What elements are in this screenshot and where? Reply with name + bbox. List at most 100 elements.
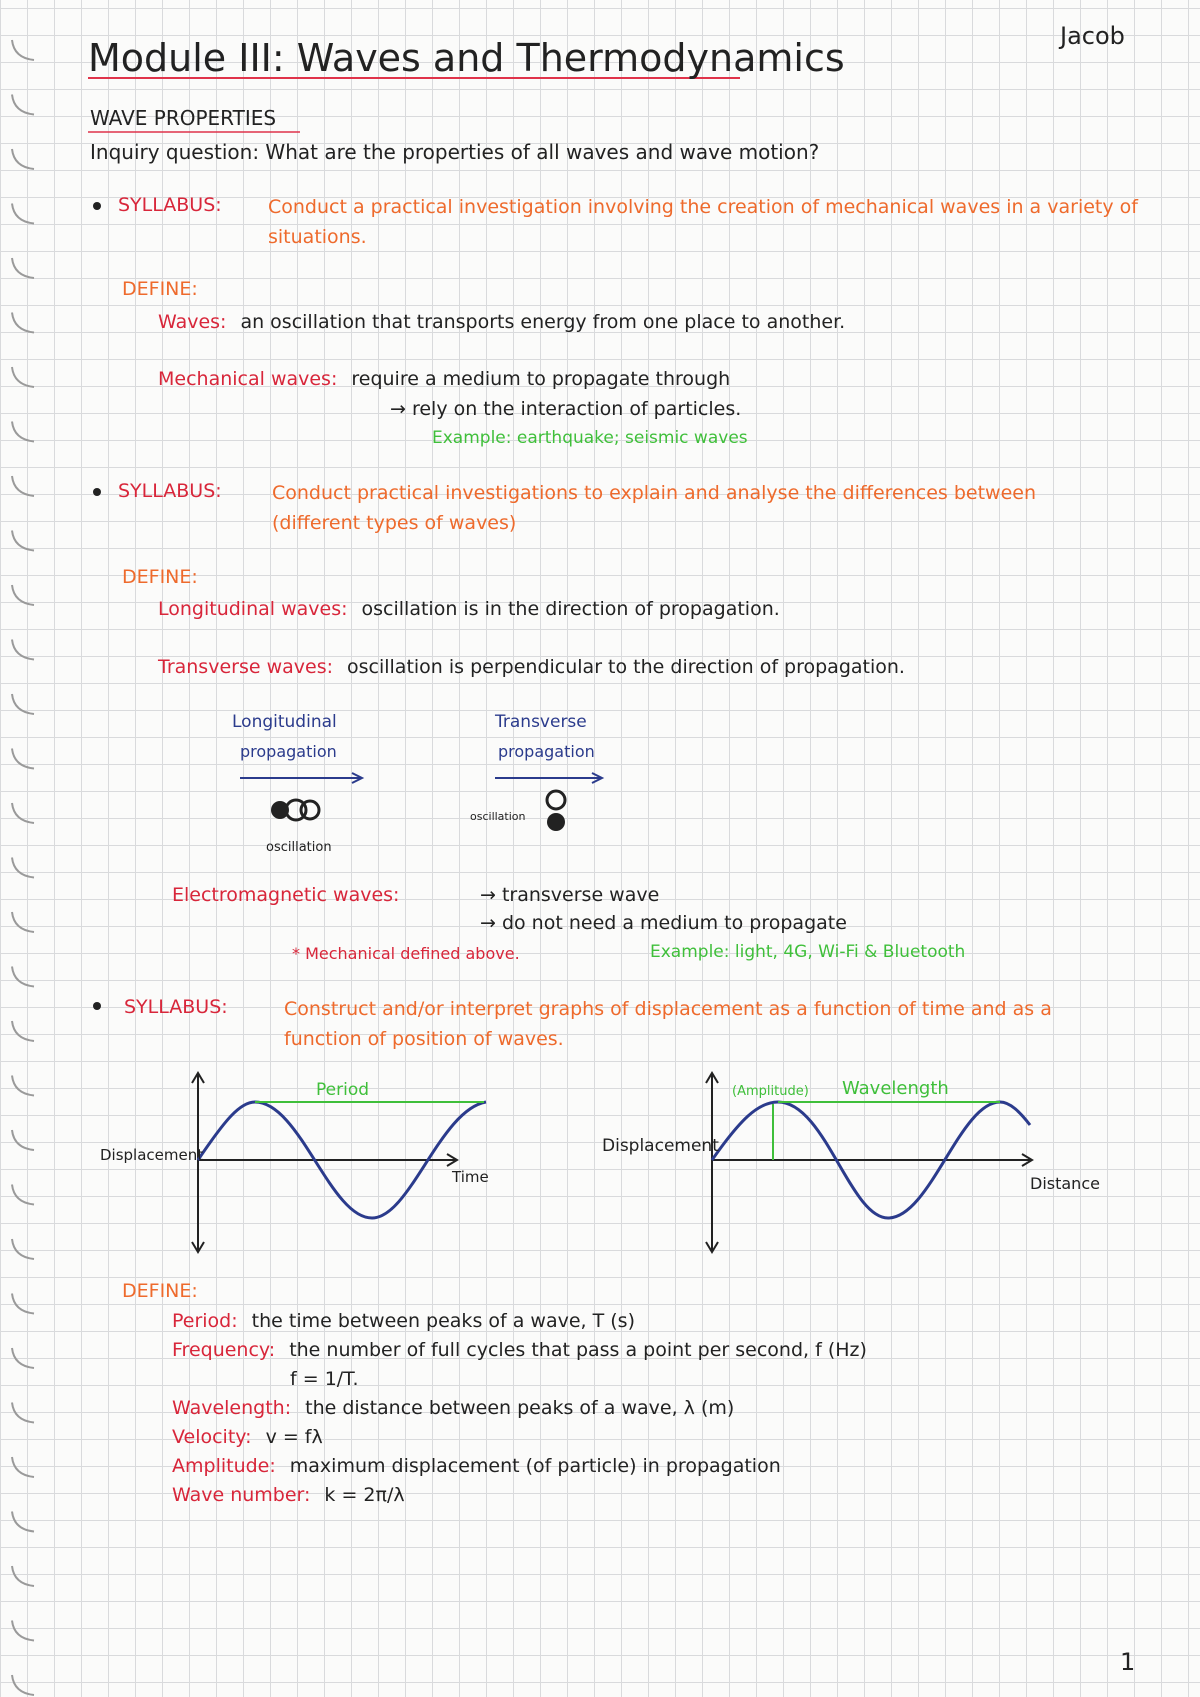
- binding-hole: [11, 257, 35, 279]
- term: Waves:: [158, 311, 227, 333]
- binding-hole: [11, 1511, 35, 1533]
- syllabus-label: SYLLABUS:: [124, 996, 228, 1018]
- binding-hole: [11, 475, 35, 497]
- particle: [545, 789, 567, 811]
- syllabus-label: SYLLABUS:: [118, 480, 222, 502]
- binding-hole: [11, 312, 35, 334]
- binding-hole: [11, 1075, 35, 1097]
- x-axis-label: Distance: [1030, 1174, 1100, 1193]
- inquiry-question: Inquiry question: What are the propertie…: [90, 140, 820, 164]
- definition-text: the time between peaks of a wave, T (s): [251, 1310, 635, 1332]
- define-label: DEFINE:: [122, 278, 198, 300]
- example: Example: light, 4G, Wi-Fi & Bluetooth: [650, 942, 966, 962]
- particle: [299, 799, 321, 821]
- binding-hole: [11, 1565, 35, 1587]
- page-number: 1: [1120, 1648, 1136, 1676]
- definition: Frequency: the number of full cycles that…: [172, 1339, 867, 1361]
- term: Mechanical waves:: [158, 368, 338, 390]
- definition: Longitudinal waves: oscillation is in the…: [158, 598, 780, 620]
- binding-hole: [11, 857, 35, 879]
- binding-hole: [11, 1129, 35, 1151]
- diagram-title: Transverse: [495, 712, 587, 732]
- diagram-label: oscillation: [470, 810, 526, 823]
- definition-text: k = 2π/λ: [324, 1484, 405, 1506]
- definition-text: the distance between peaks of a wave, λ …: [305, 1397, 735, 1419]
- author: Jacob: [1060, 22, 1125, 50]
- definition-text: an oscillation that transports energy fr…: [240, 311, 846, 333]
- example: Example: earthquake; seismic waves: [432, 428, 748, 448]
- graph-annotation: (Amplitude): [732, 1084, 809, 1099]
- title: Module III: Waves and Thermodynamics: [88, 36, 845, 80]
- definition-text: oscillation is in the direction of propa…: [361, 598, 780, 620]
- term: Transverse waves:: [158, 656, 333, 678]
- arrow-head: [351, 772, 365, 784]
- binding-hole: [11, 911, 35, 933]
- definition-text: require a medium to propagate through: [351, 368, 731, 390]
- term: Amplitude:: [172, 1455, 276, 1477]
- binding-hole: [11, 1456, 35, 1478]
- binding-hole: [11, 148, 35, 170]
- definition: Wave number: k = 2π/λ: [172, 1484, 405, 1506]
- syllabus-text: Construct and/or interpret graphs of dis…: [284, 998, 1052, 1050]
- binding-hole: [11, 802, 35, 824]
- term: Wavelength:: [172, 1397, 292, 1419]
- term: Frequency:: [172, 1339, 276, 1361]
- term: Velocity:: [172, 1426, 252, 1448]
- definition-text: the number of full cycles that pass a po…: [289, 1339, 867, 1361]
- wave-curve: [710, 1100, 1032, 1220]
- definition-line: → transverse wave: [480, 884, 660, 906]
- binding-hole: [11, 203, 35, 225]
- definition-text: v = fλ: [265, 1426, 323, 1448]
- binding-hole: [11, 1020, 35, 1042]
- definition: Amplitude: maximum displacement (of parti…: [172, 1455, 781, 1477]
- binding-hole: [11, 1620, 35, 1642]
- definition-sub: → rely on the interaction of particles.: [390, 398, 742, 420]
- binding-hole: [11, 366, 35, 388]
- particle: [284, 798, 308, 822]
- y-axis-label: Displacement: [602, 1136, 719, 1156]
- definition-text: oscillation is perpendicular to the dire…: [347, 656, 905, 678]
- syllabus-label: SYLLABUS:: [118, 194, 222, 216]
- particle: [271, 801, 289, 819]
- binding-hole: [11, 1238, 35, 1260]
- definition: Period: the time between peaks of a wave,…: [172, 1310, 635, 1332]
- section-heading: WAVE PROPERTIES: [90, 106, 277, 130]
- particle: [547, 813, 565, 831]
- bullet: [93, 202, 101, 210]
- wave-curve: [196, 1100, 487, 1220]
- graph-annotation: Wavelength: [842, 1078, 949, 1099]
- definition-text: maximum displacement (of particle) in pr…: [289, 1455, 781, 1477]
- binding-hole: [11, 1347, 35, 1369]
- binding-hole: [11, 1293, 35, 1315]
- define-label: DEFINE:: [122, 1280, 198, 1302]
- syllabus-text: Conduct practical investigations to expl…: [272, 482, 1037, 534]
- definition: Transverse waves: oscillation is perpendi…: [158, 656, 905, 678]
- define-label: DEFINE:: [122, 566, 198, 588]
- x-axis-label: Time: [452, 1168, 489, 1186]
- diagram-label: propagation: [498, 742, 595, 761]
- binding-hole: [11, 1674, 35, 1696]
- definition: Mechanical waves: require a medium to pro…: [158, 368, 730, 390]
- binding-hole: [11, 94, 35, 116]
- definition: Wavelength: the distance between peaks of…: [172, 1397, 734, 1419]
- binding-hole: [11, 748, 35, 770]
- arrow-head: [591, 772, 605, 784]
- definition: Velocity: v = fλ: [172, 1426, 323, 1448]
- binding-hole: [11, 1184, 35, 1206]
- syllabus-text: Conduct a practical investigation involv…: [268, 196, 1138, 248]
- diagram-label: propagation: [240, 742, 337, 761]
- binding-holes: [11, 39, 35, 1696]
- diagram-label: oscillation: [266, 840, 332, 855]
- diagram-title: Longitudinal: [232, 712, 337, 732]
- definition-sub: f = 1/T.: [290, 1368, 359, 1390]
- binding-hole: [11, 530, 35, 552]
- definition: Waves: an oscillation that transports ene…: [158, 311, 845, 333]
- binding-hole: [11, 1402, 35, 1424]
- bullet: [93, 488, 101, 496]
- term: Wave number:: [172, 1484, 311, 1506]
- binding-hole: [11, 693, 35, 715]
- y-axis-label: Displacement: [100, 1146, 204, 1164]
- binding-hole: [11, 639, 35, 661]
